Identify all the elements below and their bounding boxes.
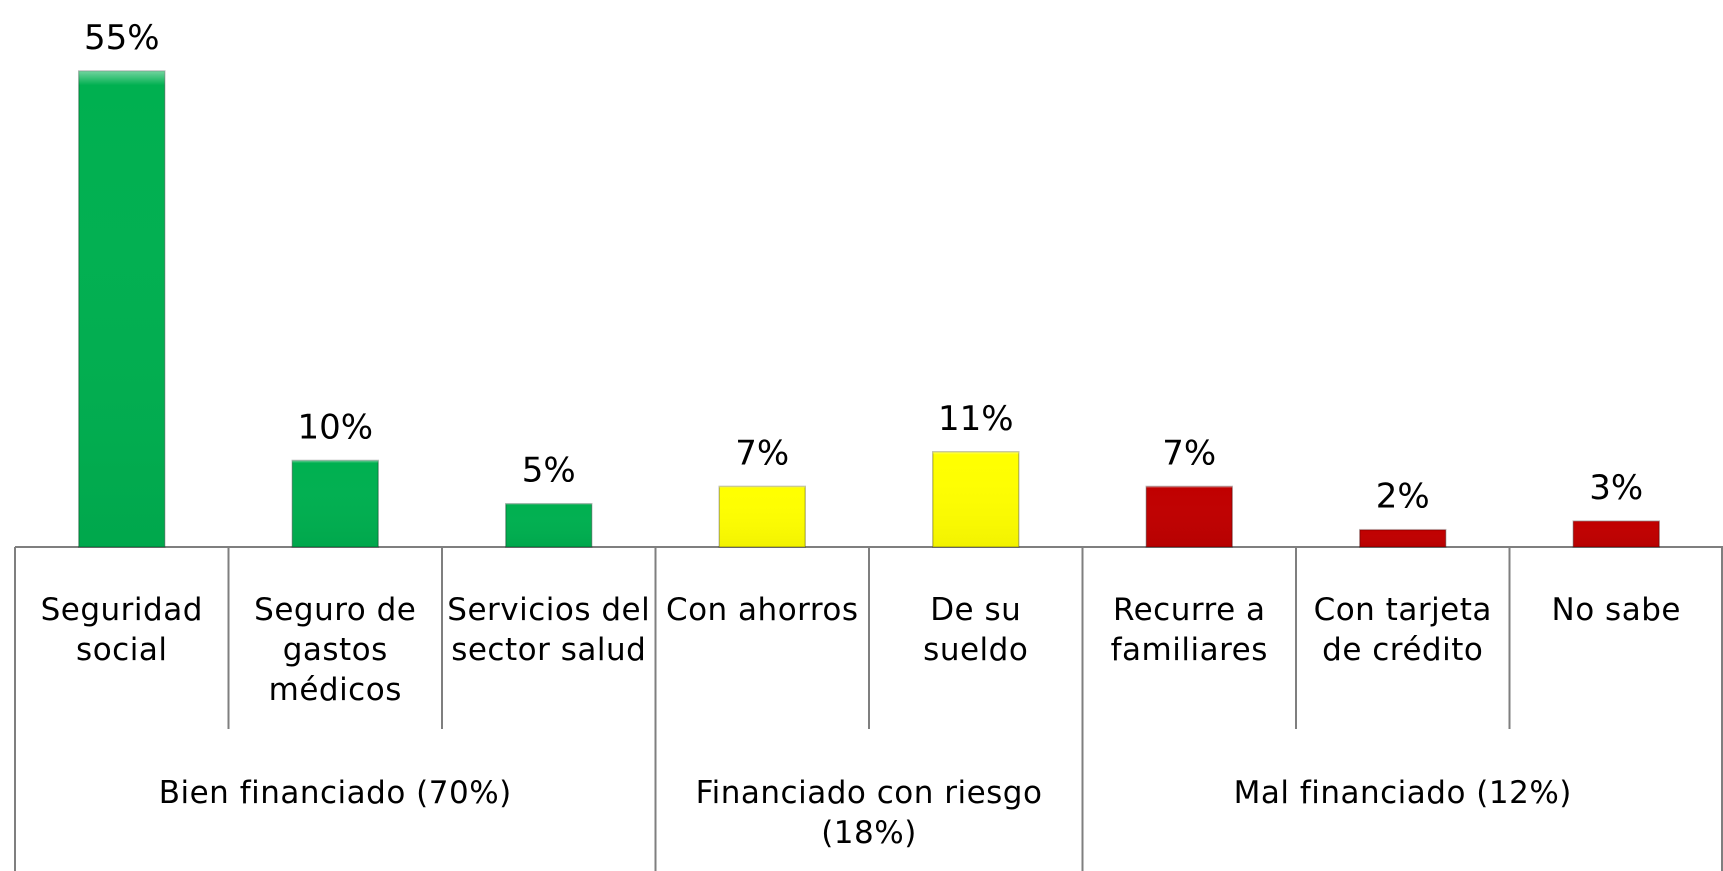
x-tick-label: Servicios del sector salud bbox=[447, 592, 651, 668]
bar-shine bbox=[1359, 529, 1446, 547]
bar-shine bbox=[292, 460, 379, 547]
x-tick-label: No sabe bbox=[1551, 592, 1681, 628]
bar-shine bbox=[505, 503, 592, 547]
group-label: Financiado con riesgo (18%) bbox=[695, 775, 1043, 851]
value-label: 10% bbox=[297, 407, 373, 447]
bar-shine bbox=[932, 451, 1019, 547]
value-label: 55% bbox=[84, 18, 160, 58]
value-label: 7% bbox=[735, 433, 789, 473]
value-label: 7% bbox=[1162, 433, 1216, 473]
value-label: 2% bbox=[1376, 477, 1430, 517]
x-tick-label: Con tarjeta de crédito bbox=[1313, 592, 1492, 668]
value-label: 5% bbox=[522, 451, 576, 491]
value-label: 3% bbox=[1589, 468, 1643, 508]
bar-shine bbox=[1573, 521, 1660, 547]
bar-shine bbox=[1146, 486, 1233, 547]
x-tick-label: Seguro de gastos médicos bbox=[254, 592, 417, 708]
bar-shine bbox=[719, 486, 806, 547]
x-tick-label: Con ahorros bbox=[665, 592, 859, 628]
x-tick-label: Seguridad social bbox=[40, 592, 203, 668]
group-label: Bien financiado (70%) bbox=[158, 775, 512, 811]
group-label: Mal financiado (12%) bbox=[1233, 775, 1572, 811]
x-tick-label: De su sueldo bbox=[923, 592, 1029, 668]
bar-shine bbox=[78, 71, 165, 547]
value-label: 11% bbox=[938, 399, 1014, 439]
x-tick-label: Recurre a familiares bbox=[1110, 592, 1268, 668]
